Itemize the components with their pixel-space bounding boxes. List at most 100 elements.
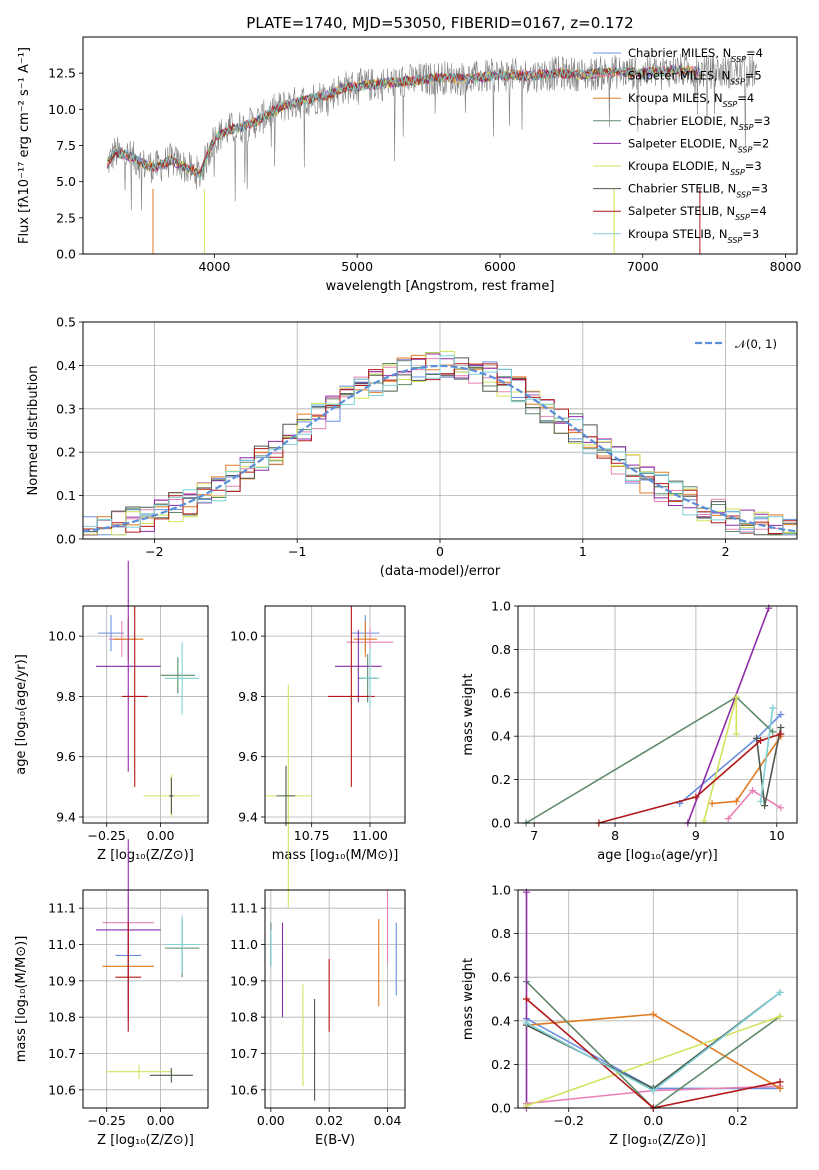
plot-area	[95, 560, 200, 817]
weight-marker	[708, 799, 716, 807]
plot-area	[106, 53, 757, 254]
x-tick-label: 0.02	[315, 1113, 343, 1128]
y-tick-label: 10.8	[48, 1010, 76, 1025]
x-tick-label: 0.04	[374, 1113, 402, 1128]
y-tick-label: 0.0	[56, 532, 76, 547]
x-tick-label: 7000	[627, 259, 659, 274]
y-tick-label: 0.6	[491, 970, 511, 985]
weight-line-8	[598, 733, 782, 824]
weight-marker	[522, 1019, 530, 1027]
y-axis-label: mass [log₁₀(M/M⊙)]	[14, 936, 29, 1063]
x-tick-label: 9	[692, 828, 700, 843]
y-tick-label: 11.0	[48, 937, 76, 952]
weight-marker	[757, 797, 765, 805]
x-tick-label: 2	[722, 544, 730, 559]
y-tick-label: 0.0	[56, 247, 76, 262]
model-line-9	[106, 65, 701, 181]
panel-4: 10.75 11.00 9.4 9.6 9.8 10.0 mass [log₁₀(M/M⊙)…	[230, 605, 406, 908]
y-axis-label: mass weight	[461, 958, 476, 1040]
x-tick-label: 0.00	[147, 1113, 175, 1128]
panel-3: −0.25 0.00 9.4 9.6 9.8 10.0 Z [log₁₀(Z/Z⊙)] age…	[14, 560, 209, 863]
y-tick-label: 12.5	[48, 66, 76, 81]
y-tick-label: 0.2	[56, 445, 76, 460]
x-axis-label: (data-model)/error	[380, 564, 501, 579]
normal-curve	[82, 364, 798, 533]
plot-area	[265, 606, 394, 908]
x-tick-label: 0.2	[728, 1113, 748, 1128]
x-axis-label: Z [log₁₀(Z/Z⊙)]	[97, 1133, 194, 1148]
plot-area	[82, 350, 798, 536]
x-tick-label: 10	[769, 828, 785, 843]
x-tick-label: 0.0	[643, 1113, 663, 1128]
y-tick-label: 11.1	[230, 901, 258, 916]
weight-marker	[732, 693, 740, 701]
legend-entry: Chabrier ELODIE, NSSP=3	[628, 114, 770, 132]
axes-frame	[82, 889, 209, 1109]
y-tick-label: 0.4	[491, 1013, 511, 1028]
weight-marker	[724, 815, 732, 823]
weight-marker	[732, 730, 740, 738]
legend-entry: Chabrier MILES, NSSP=4	[628, 46, 763, 64]
chart-title: PLATE=1740, MJD=53050, FIBERID=0167, z=0…	[246, 14, 633, 32]
x-tick-label: 7	[530, 828, 538, 843]
y-tick-label: 10.9	[48, 973, 76, 988]
x-tick-label: −0.25	[88, 1113, 126, 1128]
weight-marker	[692, 793, 700, 801]
x-tick-label: −2	[145, 544, 163, 559]
x-axis-label: E(B-V)	[315, 1133, 355, 1148]
panel-7: 0.00 0.02 0.04 10.6 10.7 10.8 10.9 11.0 11.1 E(B-…	[230, 889, 406, 1148]
x-tick-label: 8000	[770, 259, 802, 274]
plot-area	[95, 839, 200, 1083]
weight-marker	[649, 1087, 657, 1095]
y-tick-label: 11.0	[230, 937, 258, 952]
panel-6: −0.25 0.00 10.6 10.7 10.8 10.9 11.0 11.1 Z [log₁…	[14, 839, 209, 1148]
weight-line-5	[687, 607, 770, 824]
y-tick-label: 10.0	[48, 629, 76, 644]
x-axis-label: wavelength [Angstrom, rest frame]	[326, 279, 555, 294]
x-axis-label: age [log₁₀(age/yr)]	[597, 848, 718, 863]
y-axis-label: age [log₁₀(age/yr)]	[14, 654, 29, 775]
weight-marker	[776, 988, 784, 996]
x-axis-label: mass [log₁₀(M/M⊙)]	[272, 848, 399, 863]
panel-2: −2 −1 0 1 2 0.0 0.1 0.2 0.3 0.4 0.5 (data-model)/er…	[26, 315, 798, 579]
axes-frame	[517, 605, 798, 824]
x-tick-label: 4000	[198, 259, 230, 274]
y-tick-label: 10.0	[48, 102, 76, 117]
y-tick-label: 0.2	[491, 772, 511, 787]
y-tick-label: 9.8	[238, 689, 258, 704]
y-tick-label: 10.9	[230, 973, 258, 988]
weight-marker	[777, 724, 785, 732]
weight-marker	[777, 711, 785, 718]
y-tick-label: 10.6	[230, 1082, 258, 1097]
weight-marker	[732, 797, 740, 805]
weight-marker	[749, 786, 757, 794]
panel-5: 7 8 9 10 0.0 0.2 0.4 0.6 0.8 1.0 age [log₁₀(age/yr…	[461, 599, 798, 863]
y-tick-label: 9.4	[56, 809, 76, 824]
weight-marker	[769, 704, 777, 712]
weight-marker	[777, 804, 785, 812]
weight-marker	[522, 995, 530, 1003]
y-tick-label: 10.7	[230, 1046, 258, 1061]
y-tick-label: 7.5	[56, 138, 76, 153]
x-tick-label: 1	[579, 544, 587, 559]
x-tick-label: 5000	[341, 259, 373, 274]
y-tick-label: 2.5	[56, 210, 76, 225]
y-tick-label: 0.1	[56, 488, 76, 503]
plot-area	[270, 890, 397, 1101]
panel-8: −0.2 0.0 0.2 0.0 0.2 0.4 0.6 0.8 1.0 Z [log₁₀(Z/Z…	[461, 883, 798, 1148]
y-tick-label: 0.0	[491, 1101, 511, 1116]
y-tick-label: 1.0	[491, 883, 511, 898]
weight-marker	[649, 1010, 657, 1018]
y-tick-label: 9.8	[56, 689, 76, 704]
y-tick-label: 0.6	[491, 685, 511, 700]
axes-frame	[517, 889, 798, 1109]
legend-entry: Kroupa MILES, NSSP=4	[628, 91, 754, 109]
x-axis-label: Z [log₁₀(Z/Z⊙)]	[609, 1133, 706, 1148]
weight-marker	[757, 737, 765, 745]
axes-frame	[264, 605, 406, 824]
histogram-9	[82, 355, 798, 536]
y-tick-label: 0.8	[491, 642, 511, 657]
y-tick-label: 0.2	[491, 1057, 511, 1072]
x-tick-label: 0	[436, 544, 444, 559]
